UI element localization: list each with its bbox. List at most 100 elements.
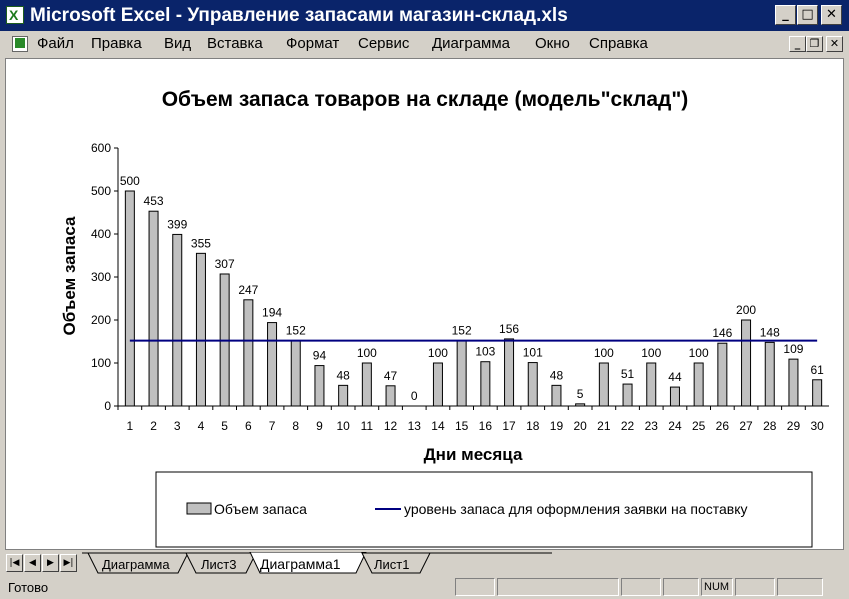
- tab-list1-label: Лист1: [374, 557, 409, 572]
- x-tick-label: 24: [668, 419, 682, 433]
- y-tick-label: 500: [91, 184, 111, 198]
- tab-diagramma1[interactable]: [249, 552, 367, 574]
- status-panel: [735, 578, 775, 596]
- x-tick-label: 9: [316, 419, 323, 433]
- bar: [338, 384, 349, 407]
- data-label: 200: [736, 303, 756, 317]
- data-label: 100: [594, 346, 614, 360]
- status-panel: [777, 578, 823, 596]
- data-label: 103: [475, 345, 495, 359]
- sheet-tabs[interactable]: Диаграмма Лист3 Диаграмма1 Лист1: [82, 552, 552, 576]
- data-label: 100: [689, 346, 709, 360]
- menu-format[interactable]: Формат: [286, 35, 340, 52]
- first-sheet-button[interactable]: |◀: [6, 554, 23, 572]
- chart-svg[interactable]: Объем запаса товаров на складе (модель"с…: [6, 59, 843, 549]
- x-tick-label: 1: [127, 419, 134, 433]
- y-tick-label: 600: [91, 141, 111, 155]
- x-axis-title: Дни месяца: [424, 445, 523, 464]
- bar: [432, 362, 443, 407]
- legend-box[interactable]: [155, 471, 813, 548]
- data-label: 500: [120, 174, 140, 188]
- bar: [693, 362, 704, 407]
- y-tick-label: 200: [91, 313, 111, 327]
- next-sheet-button[interactable]: ▶: [42, 554, 59, 572]
- menu-file[interactable]: Файл: [37, 35, 74, 52]
- data-label: 156: [499, 322, 519, 336]
- menu-view[interactable]: Вид: [164, 35, 192, 52]
- menu-chart[interactable]: Диаграмма: [432, 35, 511, 52]
- status-panel: [497, 578, 619, 596]
- bar: [504, 338, 515, 407]
- x-tick-label: 21: [597, 419, 611, 433]
- data-label: 307: [215, 257, 235, 271]
- data-label: 146: [712, 326, 732, 340]
- menu-window[interactable]: Окно: [535, 35, 570, 52]
- data-label: 0: [411, 389, 418, 403]
- data-label: 453: [144, 194, 164, 208]
- bar: [764, 341, 775, 407]
- data-label: 100: [357, 346, 377, 360]
- x-tick-label: 19: [550, 419, 564, 433]
- data-label: 44: [668, 370, 682, 384]
- bar: [267, 322, 278, 407]
- tab-list3[interactable]: [185, 552, 257, 574]
- x-tick-label: 18: [526, 419, 540, 433]
- close-button[interactable]: ✕: [821, 5, 842, 25]
- data-label: 100: [428, 346, 448, 360]
- minimize-button[interactable]: _: [775, 5, 796, 25]
- y-tick-label: 400: [91, 227, 111, 241]
- bar: [314, 365, 325, 407]
- bar: [622, 383, 633, 407]
- data-label: 355: [191, 236, 211, 250]
- status-panel: [455, 578, 495, 596]
- excel-app-icon[interactable]: X: [6, 6, 24, 24]
- x-tick-label: 4: [198, 419, 205, 433]
- menu-insert[interactable]: Вставка: [207, 35, 263, 52]
- y-tick-label: 300: [91, 270, 111, 284]
- menu-tools[interactable]: Сервис: [358, 35, 410, 52]
- doc-restore-button[interactable]: ❐: [806, 36, 823, 52]
- data-label: 152: [286, 324, 306, 338]
- data-label: 61: [810, 363, 824, 377]
- last-sheet-button[interactable]: ▶|: [60, 554, 77, 572]
- menu-edit[interactable]: Правка: [91, 35, 142, 52]
- data-label: 100: [641, 346, 661, 360]
- legend-bar-label: Объем запаса: [214, 501, 307, 517]
- status-bar: Готово NUM: [0, 576, 849, 599]
- x-tick-label: 26: [716, 419, 730, 433]
- maximize-button[interactable]: □: [797, 5, 818, 25]
- tab-list1[interactable]: [361, 552, 431, 574]
- y-tick-label: 100: [91, 356, 111, 370]
- tab-diagramma-label: Диаграмма: [102, 557, 170, 572]
- bar: [788, 358, 799, 407]
- data-label: 109: [783, 342, 803, 356]
- prev-sheet-button[interactable]: ◀: [24, 554, 41, 572]
- x-tick-label: 25: [692, 419, 706, 433]
- doc-minimize-button[interactable]: _: [789, 36, 806, 52]
- bar: [290, 340, 301, 407]
- x-tick-label: 7: [269, 419, 276, 433]
- doc-close-button[interactable]: ✕: [826, 36, 843, 52]
- x-tick-label: 30: [810, 419, 824, 433]
- bar: [148, 210, 159, 407]
- num-lock-indicator: NUM: [701, 578, 733, 596]
- tab-diagramma1-label: Диаграмма1: [260, 556, 341, 572]
- data-label: 152: [452, 324, 472, 338]
- bar: [124, 190, 135, 407]
- x-tick-label: 2: [150, 419, 157, 433]
- menu-help[interactable]: Справка: [589, 35, 648, 52]
- data-label: 48: [550, 368, 564, 382]
- chart-area[interactable]: Объем запаса товаров на складе (модель"с…: [5, 58, 844, 550]
- bar: [456, 340, 467, 407]
- bar: [812, 379, 823, 407]
- chart-title: Объем запаса товаров на складе (модель"с…: [162, 88, 689, 111]
- document-icon[interactable]: [12, 36, 28, 52]
- bar: [551, 384, 562, 407]
- x-tick-label: 3: [174, 419, 181, 433]
- data-label: 94: [313, 349, 327, 363]
- x-tick-label: 15: [455, 419, 469, 433]
- x-tick-label: 29: [787, 419, 801, 433]
- data-label: 47: [384, 369, 398, 383]
- x-tick-label: 8: [292, 419, 299, 433]
- tab-diagramma[interactable]: [87, 552, 189, 574]
